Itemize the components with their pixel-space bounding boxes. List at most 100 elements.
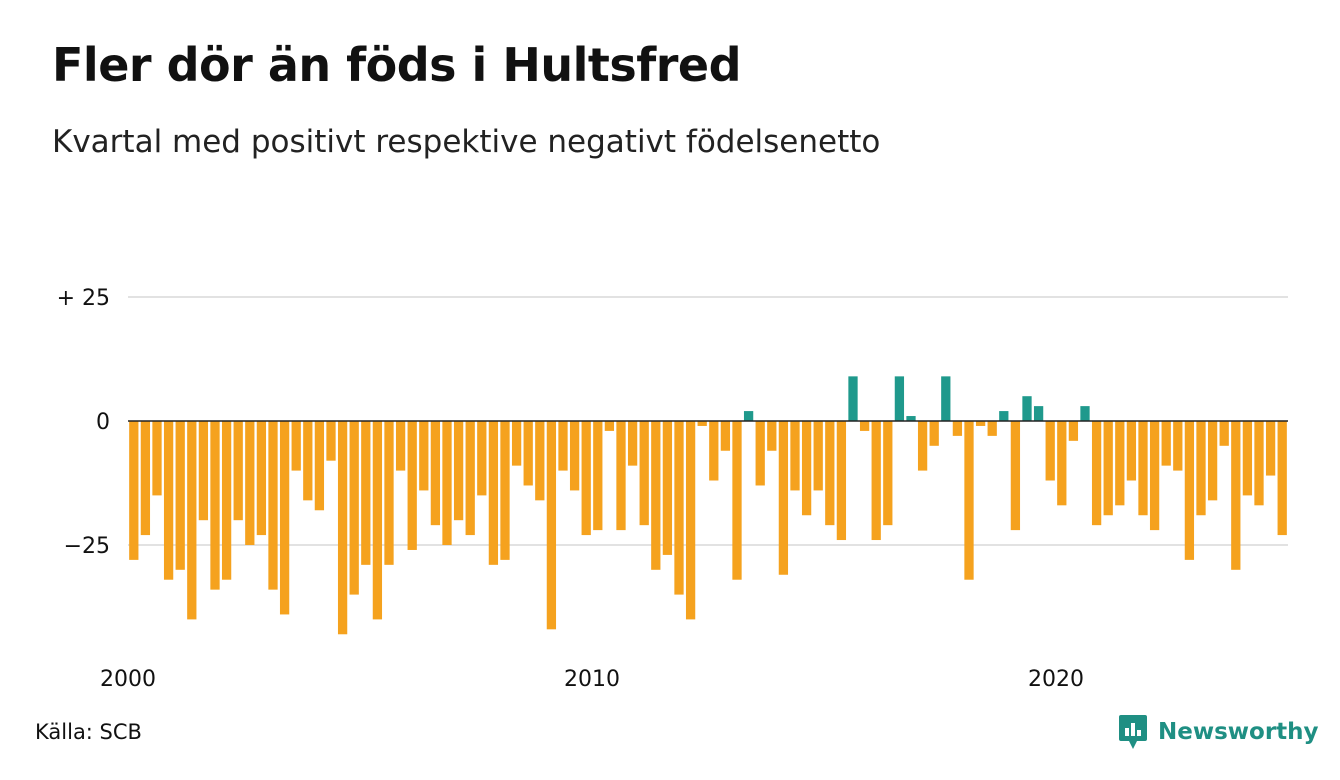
bar-negative	[1057, 421, 1067, 506]
bar-negative	[1010, 421, 1021, 531]
bar-negative	[964, 421, 974, 580]
bar-positive	[1022, 396, 1032, 421]
bar-negative	[975, 421, 986, 426]
bar-negative	[593, 421, 603, 531]
bar-negative	[1219, 421, 1229, 446]
bar-negative	[419, 421, 429, 491]
brand-name: Newsworthy	[1158, 719, 1319, 745]
bar-negative	[987, 421, 997, 436]
bar-positive	[906, 416, 916, 421]
bar-negative	[477, 421, 487, 496]
bar-negative	[233, 421, 243, 521]
bar-negative	[1254, 421, 1264, 506]
bar-positive	[894, 376, 905, 421]
bar-negative	[291, 421, 301, 471]
bar-negative	[1277, 421, 1287, 536]
bar-negative	[732, 421, 742, 580]
bar-negative	[917, 421, 928, 471]
bar-negative	[709, 421, 719, 481]
bar-negative	[187, 421, 197, 620]
bar-negative	[1242, 421, 1253, 496]
bar-negative	[535, 421, 545, 501]
bar-negative	[825, 421, 835, 526]
bar-negative	[1091, 421, 1102, 526]
bar-negative	[1149, 421, 1160, 531]
bar-positive	[743, 411, 754, 421]
bar-negative	[1207, 421, 1218, 501]
gridlines	[128, 296, 1288, 546]
bar-negative	[836, 421, 847, 541]
newsworthy-logo-icon	[1119, 715, 1147, 749]
bar-negative	[778, 421, 789, 575]
bar-negative	[662, 421, 673, 555]
bar-negative	[198, 421, 209, 521]
y-tick-label: 0	[96, 410, 110, 435]
bar-negative	[801, 421, 812, 516]
bar-negative	[1126, 421, 1137, 481]
bar-negative	[1103, 421, 1113, 516]
bar-negative	[1138, 421, 1148, 516]
bar-negative	[558, 421, 568, 471]
bar-negative	[407, 421, 417, 550]
bar-negative	[175, 421, 185, 570]
bar-negative	[465, 421, 475, 536]
bar-negative	[395, 421, 406, 471]
y-axis-ticks: + 25 0 −25	[57, 286, 110, 559]
bar-negative	[883, 421, 893, 526]
bars	[129, 376, 1287, 635]
bar-negative	[813, 421, 823, 491]
bar-negative	[627, 421, 638, 466]
bar-negative	[129, 421, 139, 560]
bar-negative	[1196, 421, 1206, 516]
bar-negative	[616, 421, 626, 531]
bar-negative	[929, 421, 939, 446]
bar-negative	[755, 421, 765, 486]
bar-negative	[685, 421, 696, 620]
bar-negative	[1068, 421, 1079, 441]
bar-negative	[859, 421, 870, 431]
chart-title: Fler dör än föds i Hultsfred	[52, 38, 742, 92]
bar-negative	[488, 421, 499, 565]
bar-negative	[639, 421, 649, 526]
bar-negative	[279, 421, 290, 615]
source-note: Källa: SCB	[35, 720, 142, 744]
bar-negative	[1161, 421, 1171, 466]
bar-negative	[790, 421, 800, 491]
bar-negative	[163, 421, 174, 580]
bar-negative	[697, 421, 707, 426]
bar-negative	[361, 421, 371, 565]
bar-negative	[268, 421, 278, 590]
bar-negative	[523, 421, 533, 486]
bar-negative	[871, 421, 881, 541]
brand-logo[interactable]: Newsworthy	[1118, 712, 1319, 752]
bar-negative	[1265, 421, 1276, 476]
bar-negative	[337, 421, 348, 635]
bar-negative	[1173, 421, 1183, 471]
bar-negative	[569, 421, 580, 491]
bar-negative	[210, 421, 220, 590]
bar-negative	[140, 421, 151, 536]
bar-positive	[941, 376, 951, 421]
bar-negative	[442, 421, 452, 545]
bar-negative	[581, 421, 591, 536]
bar-negative	[384, 421, 394, 565]
bar-negative	[511, 421, 522, 466]
bar-negative	[430, 421, 441, 526]
bar-negative	[767, 421, 777, 451]
bar-negative	[1231, 421, 1241, 570]
y-tick-label: −25	[64, 534, 110, 559]
x-tick-label: 2010	[564, 667, 620, 692]
bar-negative	[221, 421, 232, 580]
bar-negative	[372, 421, 383, 620]
bar-negative	[453, 421, 464, 521]
bar-negative	[314, 421, 325, 511]
bar-negative	[604, 421, 615, 431]
bar-negative	[256, 421, 267, 536]
x-axis-ticks: 2000 2010 2020	[100, 667, 1084, 692]
bar-negative	[952, 421, 963, 436]
bar-negative	[651, 421, 661, 570]
bar-negative	[349, 421, 359, 595]
bar-positive	[1080, 406, 1090, 421]
bar-positive	[1033, 406, 1044, 421]
bar-negative	[326, 421, 336, 461]
